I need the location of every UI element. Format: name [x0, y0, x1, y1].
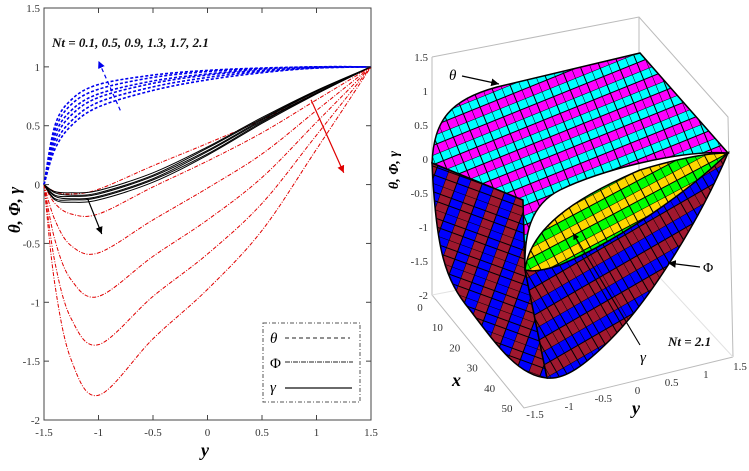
- x-tick-label: -1.5: [35, 427, 53, 439]
- nt-annotation: Nt = 0.1, 0.5, 0.9, 1.3, 1.7, 2.1: [51, 35, 209, 50]
- gamma-pointer-arrow: [572, 232, 641, 346]
- curve-gamma-nt-1.7: [43, 66, 372, 201]
- phi-pointer-arrow: [667, 260, 701, 268]
- x3d-tick-label: 10: [432, 322, 444, 334]
- z-tick-label: 1.5: [414, 52, 428, 64]
- curve-phi-nt-2.1: [43, 66, 372, 397]
- x-tick-label: 1: [314, 427, 320, 439]
- theta-trend-arrow: [97, 60, 121, 111]
- curve-theta-nt-0.5: [43, 66, 372, 185]
- curve-phi-nt-1.3: [43, 66, 372, 298]
- x-tick-label: 0: [205, 427, 211, 439]
- curve-theta-nt-0.9: [43, 66, 372, 185]
- z-tick-label: 0.5: [414, 120, 428, 132]
- phi-gamma-left-face: [431, 161, 548, 379]
- legend-label-phi: Φ: [270, 356, 281, 372]
- z-tick-label: -1: [419, 222, 428, 234]
- theta-pointer-arrow: [461, 75, 500, 87]
- y3d-tick-label: 0: [635, 385, 641, 397]
- z-tick-label: 0: [423, 154, 429, 166]
- gamma-trend-arrow: [87, 198, 103, 235]
- x3d-tick-label: 0: [417, 302, 423, 314]
- curve-phi-nt-0.9: [43, 66, 372, 255]
- y3d-tick-label: -1.5: [526, 409, 544, 421]
- y-axis-label: θ, Φ, γ: [5, 186, 24, 233]
- y3d-tick-label: -1: [565, 401, 574, 413]
- x-tick-label: 1.5: [364, 427, 378, 439]
- z-axis-label: θ, Φ, γ: [387, 151, 402, 189]
- y-tick-label: -1: [31, 297, 40, 309]
- y-tick-label: -2: [31, 415, 40, 427]
- curve-phi-nt-0.5: [43, 66, 372, 217]
- x-tick-label: -1: [94, 427, 103, 439]
- y-tick-label: 1.5: [26, 3, 40, 15]
- y3d-tick-label: 0.5: [665, 377, 679, 389]
- curve-gamma-nt-2.1: [43, 66, 372, 203]
- gamma-surface-label: γ: [640, 350, 647, 366]
- theta-surface-label: θ: [449, 68, 457, 84]
- y-tick-label: -0.5: [23, 238, 41, 250]
- z-tick-label: 1: [423, 86, 429, 98]
- x-tick-label: -0.5: [144, 427, 162, 439]
- y3d-tick-label: -0.5: [595, 393, 613, 405]
- phi-surface-label: Φ: [703, 261, 713, 276]
- y-tick-label: -1.5: [23, 356, 41, 368]
- line-plot: -1.5 -1 -0.5 0 0.5 1 1.51.510.50-0.5-1-1.5-2 N…: [5, 3, 378, 460]
- x3d-tick-label: 40: [484, 383, 496, 395]
- x3d-tick-label: 30: [467, 363, 479, 375]
- legend: θ Φ γ: [262, 322, 361, 403]
- x-axis-label-3d: x: [451, 370, 461, 390]
- curve-theta-nt-2.1: [43, 65, 372, 185]
- legend-label-theta: θ: [270, 331, 278, 347]
- curve-gamma-nt-0.9: [43, 66, 372, 198]
- y3d-tick-label: 1.5: [733, 361, 747, 373]
- y3d-tick-label: 1: [703, 369, 709, 381]
- curve-gamma-nt-0.1: [43, 66, 372, 194]
- curve-theta-nt-0.1: [43, 66, 372, 185]
- x3d-tick-label: 50: [502, 403, 514, 415]
- y-tick-label: 0: [35, 180, 41, 192]
- z-tick-label: -2: [419, 290, 428, 302]
- y-axis-label-3d: y: [630, 398, 641, 418]
- x-axis-label: y: [199, 440, 210, 460]
- curve-gamma-nt-1.3: [43, 66, 372, 200]
- nt-surface-annotation: Nt = 2.1: [667, 334, 711, 349]
- z-tick-label: -1.5: [411, 256, 429, 268]
- y-tick-label: 0.5: [26, 121, 40, 133]
- theta-surface: [431, 52, 730, 271]
- phi-trend-arrow: [310, 99, 345, 174]
- y-tick-label: 1: [35, 62, 41, 74]
- x-tick-label: 0.5: [255, 427, 269, 439]
- curve-phi-nt-1.7: [43, 66, 372, 346]
- legend-label-gamma: γ: [270, 380, 277, 396]
- x3d-tick-label: 20: [449, 342, 461, 354]
- curve-gamma-nt-0.5: [43, 66, 372, 196]
- z-tick-label: -0.5: [411, 188, 429, 200]
